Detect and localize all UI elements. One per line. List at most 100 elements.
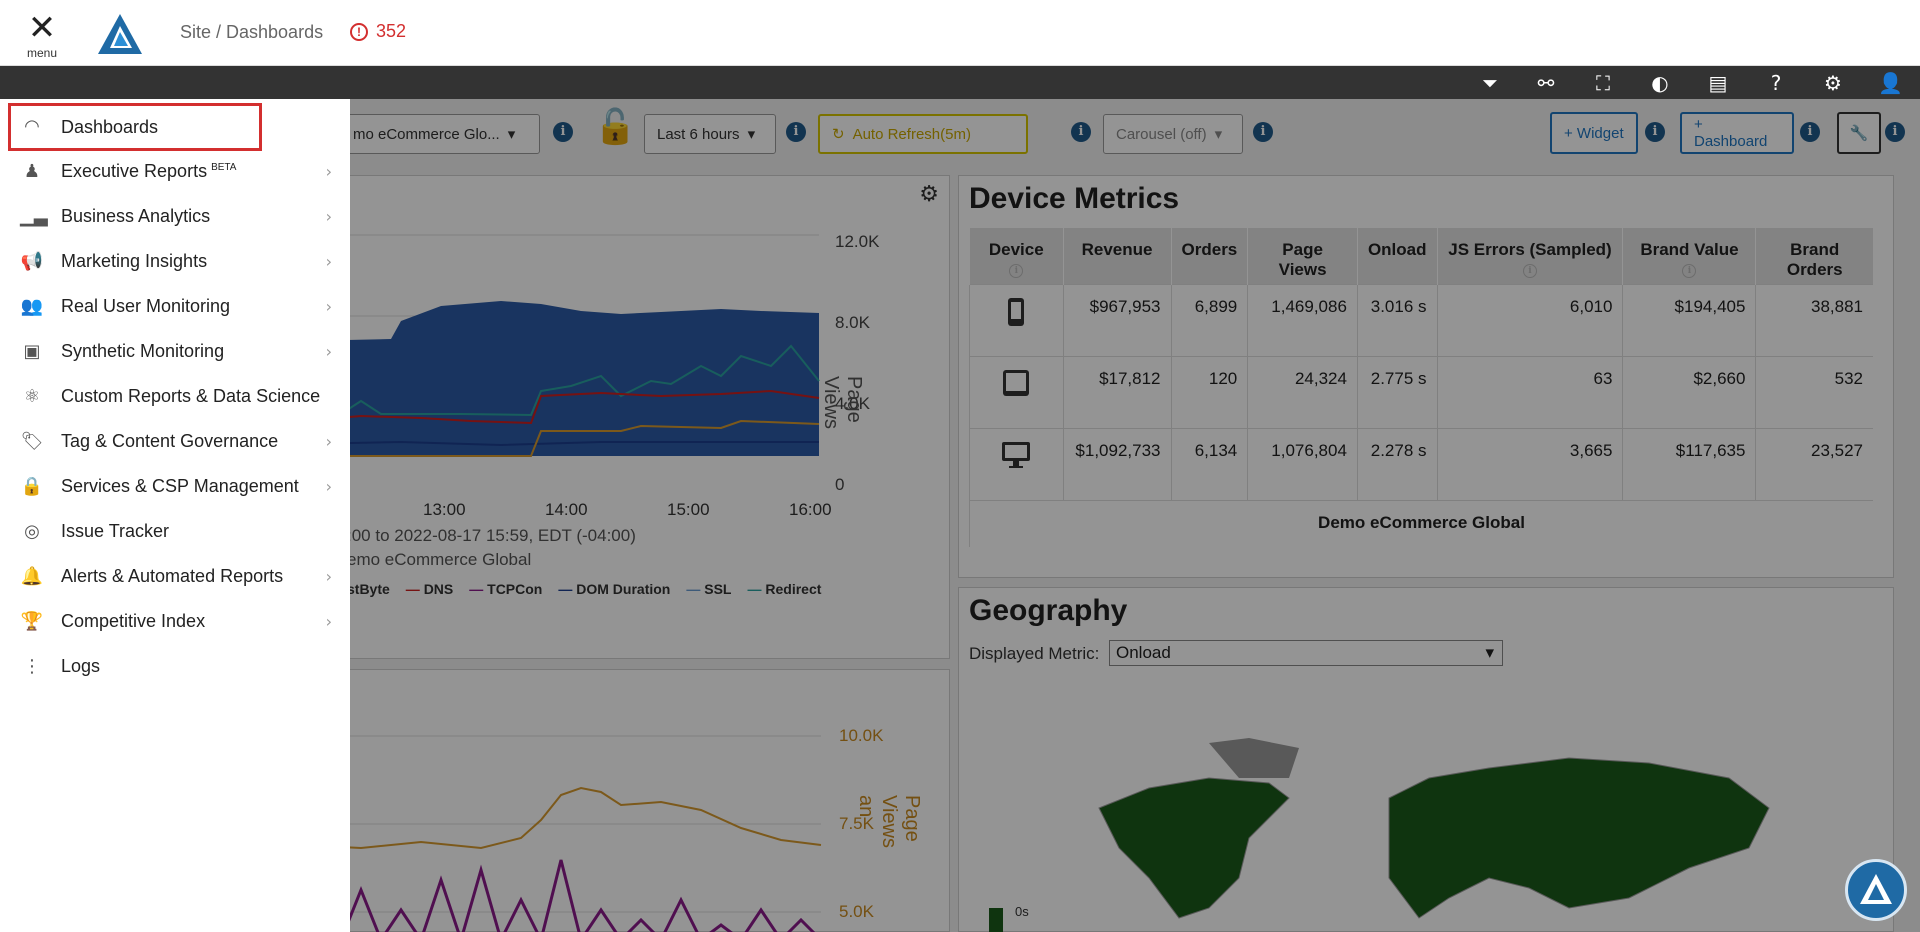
menu-item-business-analytics[interactable]: ▁▃ Business Analytics › (0, 194, 350, 239)
metric-select[interactable]: Onload ▾ (1109, 640, 1503, 666)
column-header[interactable]: Orders (1170, 228, 1248, 285)
time-range-value: Last 6 hours (657, 125, 740, 143)
breadcrumb[interactable]: Site / Dashboards (180, 22, 324, 42)
floating-help-logo[interactable] (1845, 859, 1907, 921)
legend-item[interactable]: — DNS (405, 581, 454, 597)
column-header[interactable]: Brand Orders (1755, 228, 1873, 285)
menu-item-tag-governance[interactable]: 🏷 Tag & Content Governance › (0, 419, 350, 464)
table-cell: 1,076,804 (1247, 428, 1358, 501)
menu-item-issue-tracker[interactable]: ◎ Issue Tracker (0, 509, 350, 554)
info-icon[interactable]: i (1071, 122, 1091, 142)
column-header[interactable]: Onload (1356, 228, 1437, 285)
geography-panel: Geography Displayed Metric: Onload ▾ 0s (958, 587, 1894, 932)
help-icon[interactable]: ? (1770, 71, 1782, 95)
menu-item-label: Alerts & Automated Reports (61, 566, 284, 586)
brand-logo[interactable] (96, 12, 144, 56)
carousel-select[interactable]: Carousel (off) ▾ (1103, 114, 1243, 154)
legend-item[interactable]: — SSL (686, 581, 732, 597)
table-header-row: Device i Revenue Orders Page Views Onload… (969, 228, 1873, 285)
auto-refresh-button[interactable]: ↻ Auto Refresh(5m) (818, 114, 1028, 154)
legend-item[interactable]: stByte (347, 581, 390, 597)
chevron-right-icon: › (325, 162, 332, 181)
menu-item-services-csp[interactable]: 🔒 Services & CSP Management › (0, 464, 350, 509)
metric-select-value: Onload (1116, 643, 1171, 662)
info-icon[interactable]: i (1253, 122, 1273, 142)
filter-icon[interactable]: ⏷ (1482, 71, 1498, 95)
wrench-button[interactable]: 🔧 (1837, 112, 1881, 154)
table-cell: 3,665 (1436, 428, 1623, 501)
menu-item-label: Issue Tracker (61, 521, 170, 541)
alert-counter[interactable]: ! 352 (350, 21, 406, 42)
column-header[interactable]: Revenue (1062, 228, 1172, 285)
table-cell: $194,405 (1622, 284, 1756, 357)
column-header[interactable]: Page Views (1247, 228, 1358, 285)
column-header[interactable]: Brand Value i (1622, 228, 1756, 285)
menu-item-custom-reports[interactable]: ⚛ Custom Reports & Data Science (0, 374, 350, 419)
sitemap-icon: ⋮ (23, 655, 41, 677)
menu-item-synthetic-monitoring[interactable]: ▣ Synthetic Monitoring › (0, 329, 350, 374)
atom-icon: ⚛ (23, 385, 41, 407)
menu-item-real-user-monitoring[interactable]: 👥 Real User Monitoring › (0, 284, 350, 329)
beta-badge: BETA (211, 162, 237, 173)
film-icon[interactable]: ▤ (1708, 71, 1728, 95)
info-icon[interactable]: i (1645, 122, 1665, 142)
contrast-icon[interactable]: ◐ (1651, 71, 1669, 95)
wrench-icon: 🔧 (1849, 125, 1869, 142)
info-icon[interactable]: i (1800, 122, 1820, 142)
close-menu-button[interactable]: ✕ menu (22, 11, 62, 62)
add-dashboard-button[interactable]: + Dashboard (1680, 112, 1794, 154)
panel-settings-icon[interactable]: ⚙ (919, 182, 939, 207)
chevron-right-icon: › (325, 567, 332, 586)
info-icon[interactable]: i (1885, 122, 1905, 142)
y-tick-label: 10.0K (839, 726, 884, 745)
dashboard-select[interactable]: mo eCommerce Glo... ▾ (340, 114, 540, 154)
fullscreen-icon[interactable]: ⛶ (1596, 71, 1610, 95)
robot-icon: ▣ (23, 340, 41, 362)
info-icon[interactable]: i (786, 122, 806, 142)
column-header[interactable]: JS Errors (Sampled) i (1436, 228, 1623, 285)
chevron-down-icon: ▾ (747, 126, 756, 143)
menu-label: menu (26, 46, 58, 60)
legend-item[interactable]: — TCPCon (469, 581, 543, 597)
chevron-right-icon: › (325, 207, 332, 226)
menu-item-logs[interactable]: ⋮ Logs (0, 644, 350, 689)
table-cell: 2.775 s (1356, 356, 1437, 429)
unlock-icon[interactable]: 🔓 (594, 108, 637, 146)
legend-item[interactable]: — Redirect (747, 581, 822, 597)
menu-item-label: Business Analytics (61, 206, 211, 226)
table-cell: 23,527 (1755, 428, 1873, 501)
user-tie-icon: ♟ (23, 160, 41, 182)
time-range-select[interactable]: Last 6 hours ▾ (644, 114, 776, 154)
menu-item-competitive-index[interactable]: 🏆 Competitive Index › (0, 599, 350, 644)
add-widget-button[interactable]: + Widget (1550, 112, 1638, 154)
refresh-icon: ↻ (832, 126, 845, 143)
chart-caption: :00 to 2022-08-17 15:59, EDT (-04:00) (347, 526, 636, 545)
menu-item-executive-reports[interactable]: ♟ Executive Reports BETA › (0, 149, 350, 194)
info-icon: i (1682, 264, 1697, 278)
menu-item-label: Real User Monitoring (61, 296, 231, 316)
carousel-value: Carousel (off) (1116, 125, 1207, 143)
table-cell: 24,324 (1247, 356, 1358, 429)
column-header[interactable]: Device i (969, 228, 1064, 285)
chevron-down-icon: ▾ (507, 126, 516, 143)
share-icon[interactable]: ⚯ (1537, 71, 1555, 95)
device-metrics-table: Device i Revenue Orders Page Views Onload… (969, 228, 1873, 547)
panel-title: Device Metrics (969, 182, 1180, 215)
gear-icon[interactable]: ⚙ (1824, 71, 1842, 95)
legend-item[interactable]: — DOM Duration (558, 581, 671, 597)
info-icon[interactable]: i (553, 122, 573, 142)
side-menu: ◠ Dashboards ♟ Executive Reports BETA › ▁… (0, 99, 350, 932)
table-cell: 63 (1436, 356, 1623, 429)
world-map[interactable] (1089, 738, 1849, 932)
table-cell: $117,635 (1622, 428, 1756, 501)
user-icon[interactable]: 👤 (1878, 71, 1903, 95)
x-tick-label: 15:00 (667, 500, 710, 519)
menu-item-label: Logs (61, 656, 101, 676)
menu-item-marketing-insights[interactable]: 📢 Marketing Insights › (0, 239, 350, 284)
menu-item-alerts[interactable]: 🔔 Alerts & Automated Reports › (0, 554, 350, 599)
dashboard-area: mo eCommerce Glo... ▾ i 🔓 Last 6 hours ▾… (0, 99, 1920, 932)
x-tick-label: 14:00 (545, 500, 588, 519)
users-icon: 👥 (20, 295, 44, 317)
menu-item-label: Tag & Content Governance (61, 431, 279, 451)
menu-item-dashboards[interactable]: ◠ Dashboards (8, 103, 262, 151)
